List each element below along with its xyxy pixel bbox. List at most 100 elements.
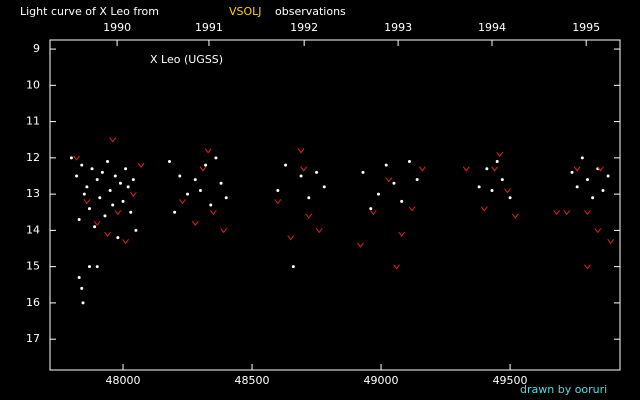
observation-dot (82, 192, 86, 196)
upper-limit-mark (462, 166, 470, 172)
upper-limit-mark (300, 166, 308, 172)
observation-dot (361, 170, 365, 174)
upper-limit-mark (104, 231, 111, 237)
observation-dot (111, 203, 115, 207)
upper-limit-mark (315, 228, 323, 234)
observation-dot (376, 192, 380, 196)
observation-dot (131, 178, 135, 182)
observation-dot (580, 156, 584, 160)
observation-dot (77, 218, 81, 222)
observation-dot (407, 159, 411, 163)
observation-dot (400, 199, 404, 203)
observation-dot (126, 185, 130, 189)
observation-dot (95, 178, 99, 182)
upper-limit-mark (109, 137, 117, 143)
upper-limit-mark (137, 162, 145, 168)
observation-dot (384, 163, 388, 167)
observation-dot (98, 196, 102, 200)
credit: drawn by ooruri (520, 383, 607, 396)
x-tick-label: 49500 (493, 374, 528, 387)
observation-dot (224, 196, 228, 200)
upper-limit-mark (418, 166, 426, 172)
observation-dot (219, 181, 223, 185)
x-tick-label: 48500 (235, 374, 270, 387)
observation-dot (93, 225, 97, 229)
x2-tick-label: 1995 (572, 21, 600, 34)
observation-dot (575, 185, 579, 189)
upper-limit-mark (178, 199, 186, 205)
observation-dot (108, 188, 112, 192)
observation-dot (69, 156, 73, 160)
title-tail: observations (275, 5, 346, 18)
observation-dot (570, 170, 574, 174)
y-tick-label: 15 (26, 260, 40, 273)
observation-dot (173, 210, 177, 214)
upper-limit-mark (504, 188, 511, 194)
upper-limit-mark (114, 209, 122, 216)
y-tick-label: 12 (26, 151, 40, 164)
upper-limit-mark (83, 199, 91, 205)
upper-limit-mark (480, 206, 488, 212)
observation-dot (284, 163, 288, 167)
observation-dot (87, 265, 91, 269)
observation-dot (95, 265, 99, 269)
chart-title: Light curve of X Leo from (20, 5, 159, 18)
observation-dot (118, 181, 122, 185)
upper-limit-mark (398, 231, 406, 237)
observation-dot (490, 188, 494, 192)
observation-dot (585, 178, 589, 182)
y-tick-label: 17 (26, 332, 40, 345)
observation-dot (124, 167, 128, 171)
observation-dot (276, 188, 280, 192)
plot-frame (49, 39, 621, 371)
observation-dot (87, 207, 91, 211)
upper-limit-mark (563, 209, 571, 216)
upper-limit-mark (511, 213, 519, 219)
observation-dot (113, 174, 117, 178)
upper-limit-mark (199, 166, 207, 172)
observation-dot (485, 167, 489, 171)
x2-tick-label: 1991 (195, 21, 223, 34)
observation-dot (116, 236, 120, 240)
observation-dot (178, 174, 182, 178)
observation-dot (508, 196, 512, 200)
observation-dot (322, 185, 326, 189)
observation-dot (477, 185, 481, 189)
observation-dot (214, 156, 218, 160)
observation-dot (307, 196, 311, 200)
observation-dot (167, 159, 171, 163)
observation-dot (291, 265, 295, 269)
upper-limit-mark (204, 148, 212, 154)
upper-limit-mark (191, 220, 199, 226)
upper-limit-mark (93, 220, 101, 226)
observation-dot (495, 159, 499, 163)
upper-limit-mark (385, 177, 393, 183)
upper-limit-mark (305, 213, 313, 219)
upper-limit-mark (584, 209, 591, 216)
upper-limit-mark (122, 238, 130, 245)
upper-limit-mark (209, 209, 217, 216)
y-tick-label: 13 (26, 187, 40, 200)
upper-limit-mark (73, 155, 80, 161)
observation-dot (85, 185, 89, 189)
observation-dot (103, 214, 107, 218)
observation-dot (186, 192, 190, 196)
observation-dot (80, 163, 84, 167)
upper-limit-mark (594, 228, 602, 234)
observation-dot (204, 163, 208, 167)
observation-dot (106, 159, 110, 163)
upper-limit-mark (491, 166, 498, 172)
upper-limit-mark (496, 151, 504, 158)
observation-dot (315, 170, 319, 174)
y-tick-label: 16 (26, 296, 40, 309)
upper-limit-mark (129, 191, 137, 197)
x-tick-label: 49000 (364, 374, 399, 387)
upper-limit-mark (584, 264, 591, 270)
x2-tick-label: 1993 (384, 21, 412, 34)
observation-dot (601, 188, 605, 192)
observation-dot (77, 276, 81, 280)
observation-dot (415, 178, 419, 182)
observation-dot (299, 174, 303, 178)
observation-dot (500, 178, 504, 182)
upper-limit-mark (408, 206, 416, 212)
